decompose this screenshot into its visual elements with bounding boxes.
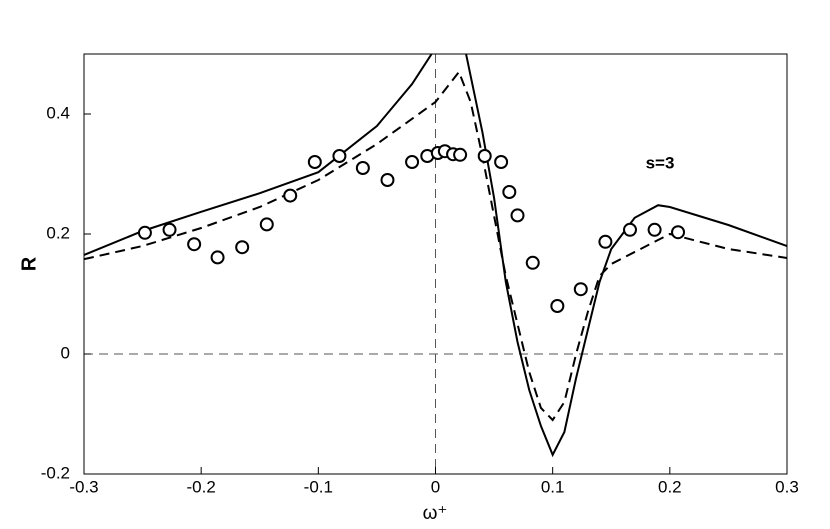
data-point	[210, 250, 225, 265]
x-axis-label: ω⁺	[423, 503, 448, 524]
data-point	[622, 222, 637, 237]
data-point	[162, 222, 177, 237]
data-point	[187, 237, 202, 252]
x-tick-label: -0.2	[187, 477, 216, 496]
x-tick-label: -0.1	[304, 477, 333, 496]
annotation: s=3	[646, 153, 675, 172]
data-point	[647, 222, 662, 237]
y-axis-label: R	[18, 256, 40, 271]
y-tick-label: 0.2	[46, 223, 70, 242]
data-point	[550, 299, 565, 313]
data-point	[137, 225, 152, 240]
data-point	[502, 185, 517, 199]
data-point	[573, 282, 588, 297]
data-point	[598, 234, 613, 249]
y-tick-label: 0.4	[46, 103, 70, 122]
data-point	[307, 155, 322, 169]
x-tick-label: 0	[431, 477, 440, 496]
data-point	[671, 225, 686, 240]
x-tick-label: 0.3	[775, 477, 799, 496]
data-point	[380, 173, 395, 187]
plot-area	[84, 54, 787, 458]
data-point	[510, 208, 525, 223]
data-point	[405, 155, 420, 169]
data-point	[355, 161, 370, 175]
data-point	[332, 149, 347, 163]
data-point	[283, 188, 298, 203]
data-point	[453, 147, 468, 162]
data-point	[259, 217, 274, 232]
x-tick-label: 0.1	[541, 477, 565, 496]
data-point	[525, 255, 540, 270]
line-series	[84, 70, 787, 422]
data-point	[477, 149, 492, 163]
x-tick-label: -0.3	[69, 477, 98, 496]
data-point	[235, 240, 250, 255]
x-tick-label: 0.2	[658, 477, 682, 496]
data-point	[494, 155, 509, 169]
y-tick-label: -0.2	[41, 463, 70, 482]
y-tick-label: 0	[61, 343, 70, 362]
